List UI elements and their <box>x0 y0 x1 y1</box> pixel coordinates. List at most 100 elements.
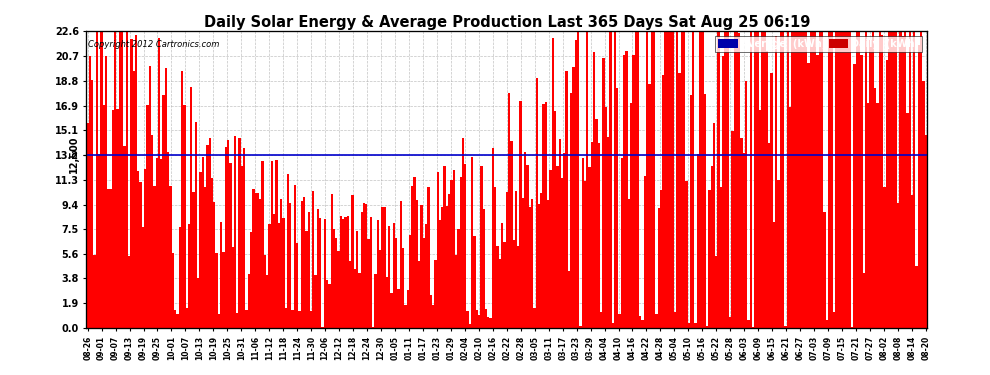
Bar <box>411 186 414 328</box>
Bar <box>817 56 819 328</box>
Bar <box>298 311 301 328</box>
Bar <box>150 135 153 328</box>
Bar <box>874 88 876 328</box>
Bar <box>541 193 543 328</box>
Bar <box>713 123 715 328</box>
Bar <box>616 88 619 328</box>
Bar <box>568 271 570 328</box>
Bar <box>174 310 176 328</box>
Bar <box>657 208 660 328</box>
Bar <box>858 31 860 328</box>
Bar <box>310 311 312 328</box>
Bar <box>135 35 138 328</box>
Bar <box>91 80 93 328</box>
Bar <box>840 31 842 328</box>
Bar <box>628 199 630 328</box>
Bar <box>89 56 91 328</box>
Bar <box>317 209 319 328</box>
Bar <box>918 45 920 328</box>
Bar <box>747 320 749 328</box>
Bar <box>664 32 667 328</box>
Bar <box>565 71 568 328</box>
Bar <box>718 31 720 328</box>
Bar <box>448 194 450 328</box>
Bar <box>234 136 237 328</box>
Bar <box>259 199 261 328</box>
Bar <box>911 195 913 328</box>
Bar <box>345 217 346 328</box>
Bar <box>653 31 655 328</box>
Bar <box>534 308 536 328</box>
Bar <box>376 220 379 328</box>
Bar <box>487 317 489 328</box>
Bar <box>220 222 223 328</box>
Bar <box>544 102 547 328</box>
Bar <box>480 165 482 328</box>
Bar <box>86 123 89 328</box>
Bar <box>171 253 174 328</box>
Bar <box>100 31 103 328</box>
Bar <box>248 273 250 328</box>
Bar <box>759 110 761 328</box>
Bar <box>499 259 501 328</box>
Bar <box>685 181 687 328</box>
Bar <box>876 103 879 328</box>
Bar <box>602 58 605 328</box>
Bar <box>711 166 713 328</box>
Bar <box>855 31 858 328</box>
Bar <box>444 166 446 328</box>
Bar <box>338 251 340 328</box>
Bar <box>725 31 727 328</box>
Bar <box>697 154 699 328</box>
Bar <box>93 255 96 328</box>
Bar <box>393 224 395 328</box>
Bar <box>515 190 517 328</box>
Bar <box>446 206 448 328</box>
Bar <box>270 161 273 328</box>
Bar <box>464 164 466 328</box>
Bar <box>821 31 824 328</box>
Bar <box>319 218 322 328</box>
Bar <box>400 201 402 328</box>
Bar <box>766 51 768 328</box>
Bar <box>204 187 206 328</box>
Bar <box>687 323 690 328</box>
Bar <box>865 31 867 328</box>
Bar <box>660 190 662 328</box>
Bar <box>623 55 626 328</box>
Bar <box>254 193 256 328</box>
Bar <box>727 31 729 328</box>
Bar <box>349 261 351 328</box>
Bar <box>414 177 416 328</box>
Bar <box>333 230 336 328</box>
Bar <box>103 105 105 328</box>
Bar <box>112 110 114 328</box>
Bar <box>720 187 722 328</box>
Bar <box>362 203 365 328</box>
Bar <box>138 171 140 328</box>
Bar <box>598 143 600 328</box>
Bar <box>492 148 494 328</box>
Bar <box>904 31 906 328</box>
Bar <box>421 205 423 328</box>
Bar <box>157 38 160 328</box>
Bar <box>324 219 326 328</box>
Bar <box>773 222 775 328</box>
Bar <box>756 31 759 328</box>
Bar <box>736 31 739 328</box>
Bar <box>667 31 669 328</box>
Bar <box>496 246 499 328</box>
Bar <box>824 212 826 328</box>
Bar <box>225 147 227 328</box>
Bar <box>331 194 333 328</box>
Bar <box>121 31 124 328</box>
Bar <box>322 327 324 328</box>
Bar <box>195 122 197 328</box>
Bar <box>503 242 506 328</box>
Bar <box>655 314 657 328</box>
Bar <box>626 51 628 328</box>
Bar <box>160 159 162 328</box>
Bar <box>275 160 277 328</box>
Bar <box>153 186 155 328</box>
Bar <box>556 166 558 328</box>
